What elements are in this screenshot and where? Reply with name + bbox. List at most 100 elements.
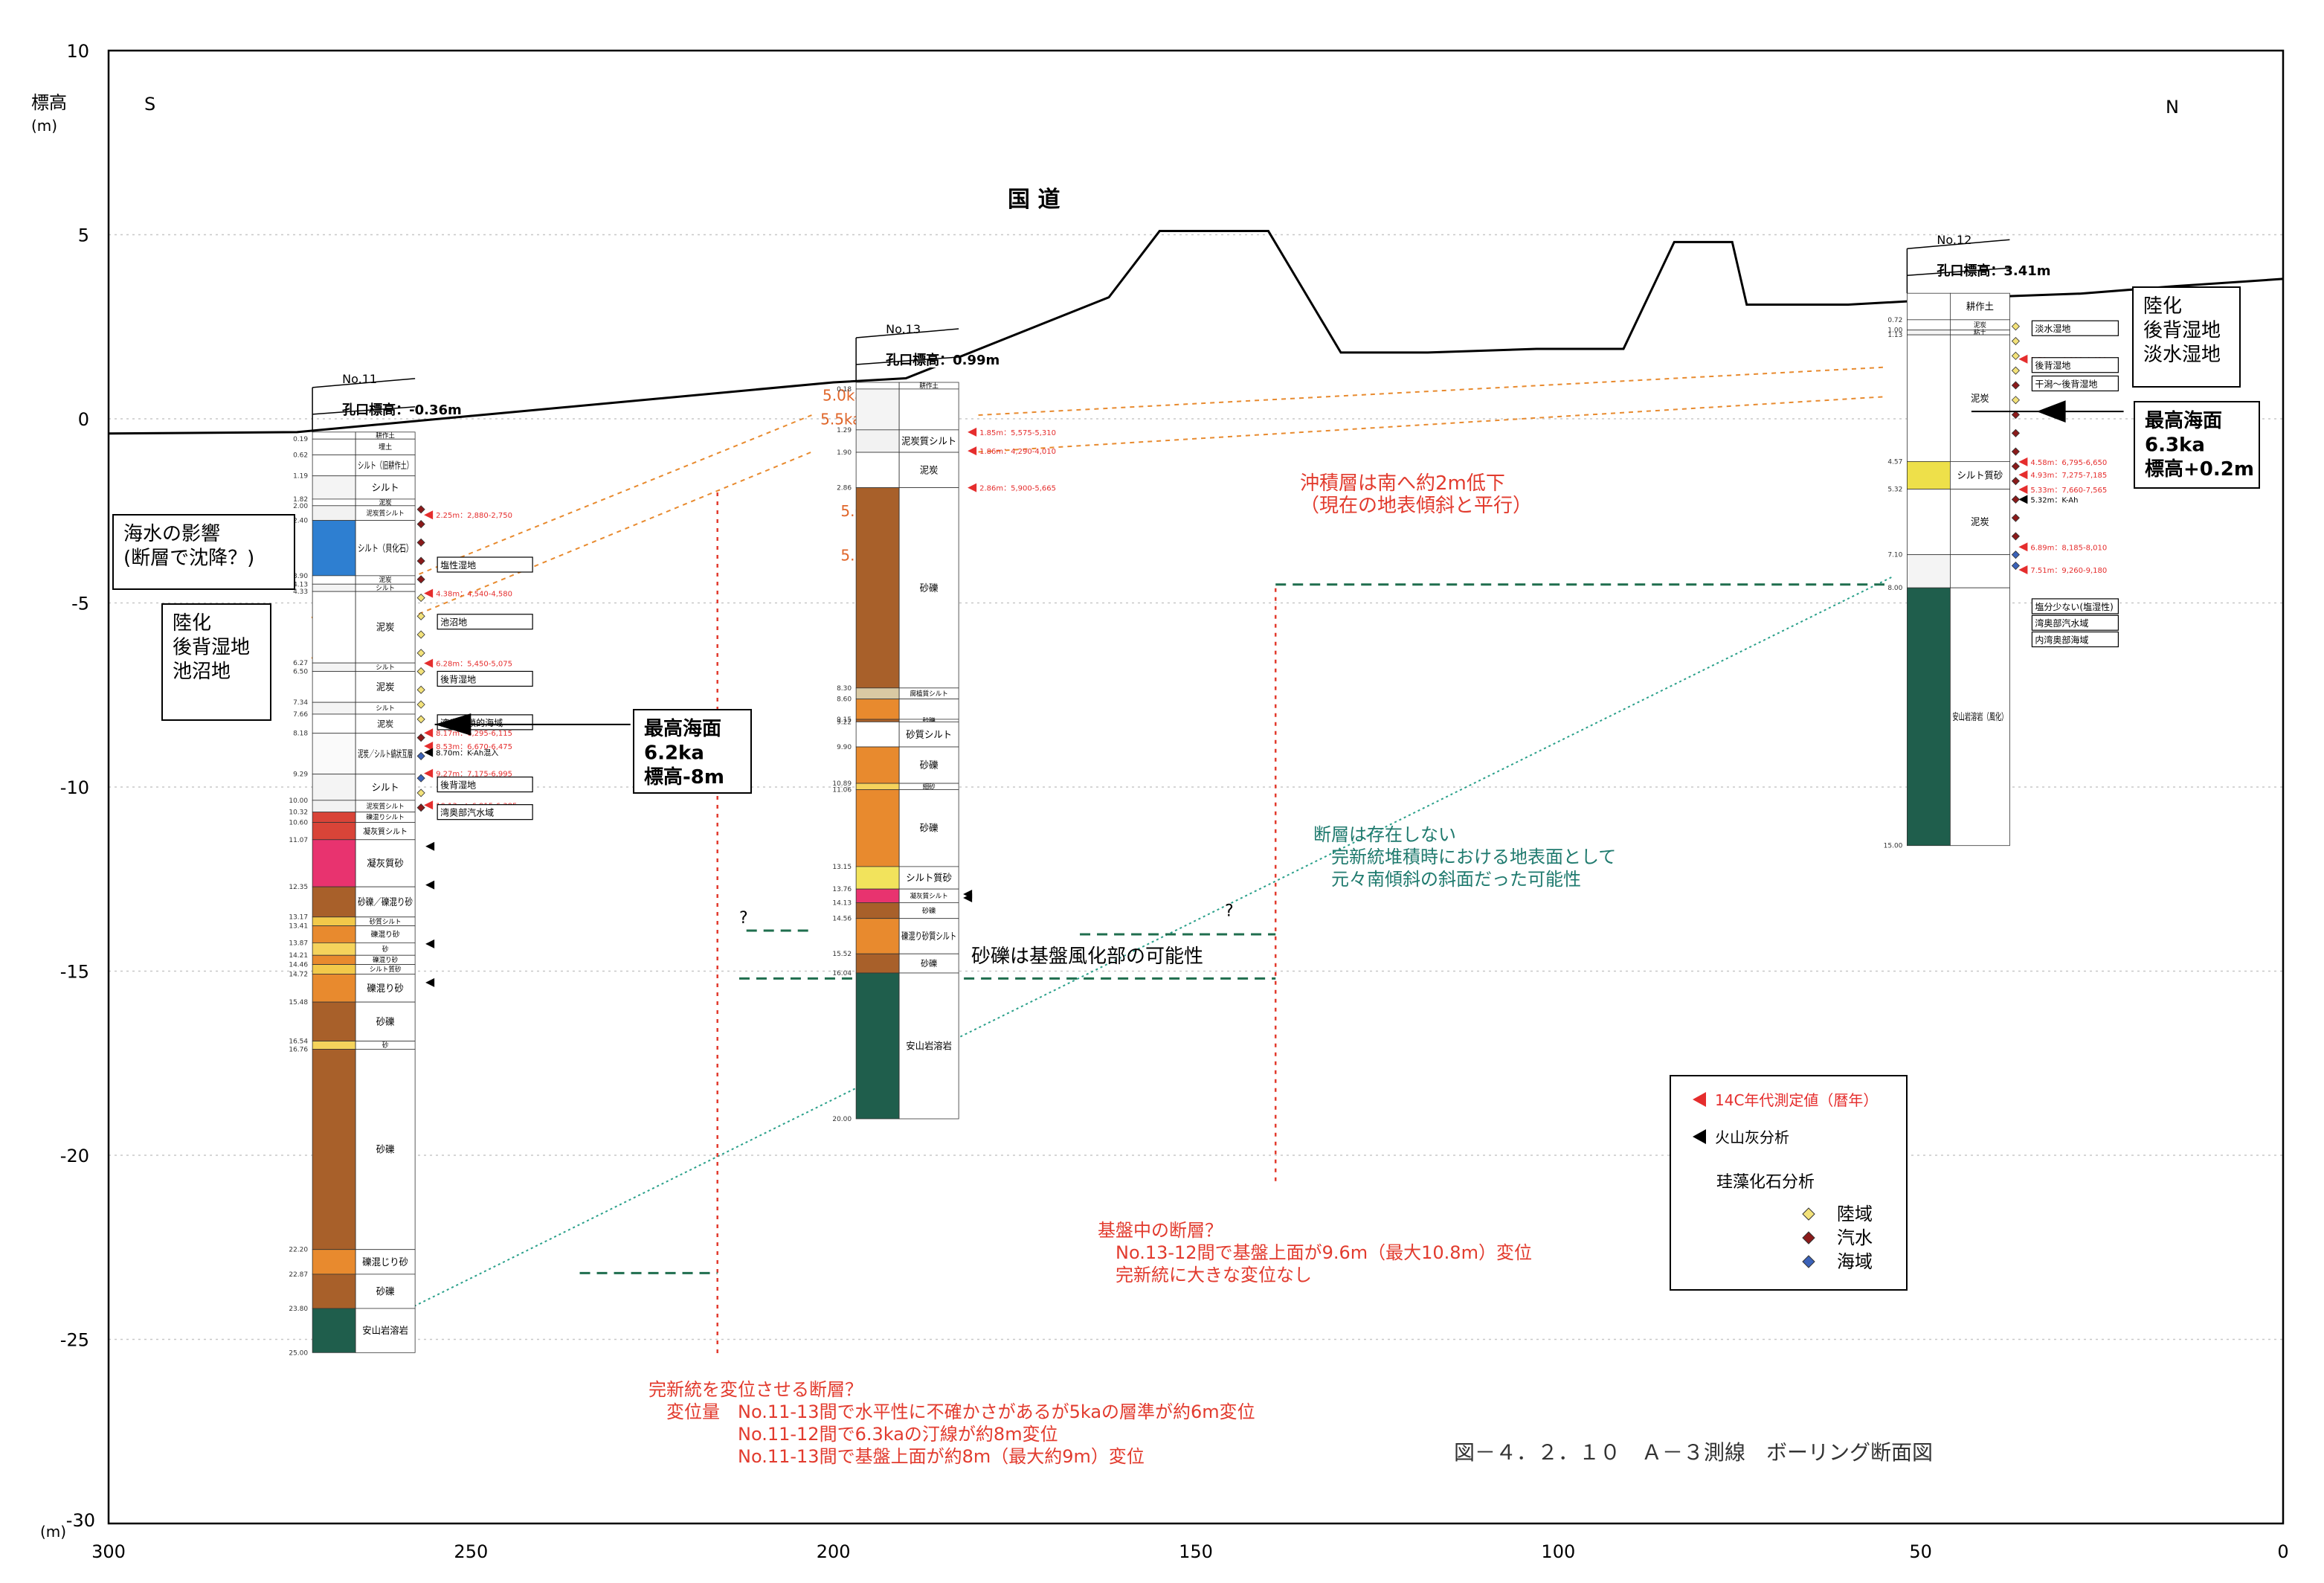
- strata-column-cell: [855, 687, 900, 700]
- depth-value: 16.54: [289, 1038, 308, 1046]
- strata-name: シルト（旧耕作土）: [358, 460, 413, 471]
- environment-label: 淡水湿地: [2035, 323, 2070, 334]
- depth-value: 4.13: [293, 581, 308, 588]
- basement-fault-note: 基盤中の断層？ No.13-12間で基盤上面が9.6m（最大10.8m）変位 完…: [1098, 1220, 1532, 1285]
- environment-box: [2031, 375, 2119, 392]
- legend-diatom-brackish-marker: [1802, 1231, 1815, 1245]
- diatom-marker: [416, 594, 425, 603]
- strata-column-cell: [312, 701, 356, 715]
- c14-marker: [424, 768, 434, 778]
- strata-column-cell: [312, 822, 356, 841]
- c14-marker: [2018, 485, 2028, 495]
- strata-name: 泥炭: [376, 623, 395, 634]
- c14-marker: [424, 728, 434, 738]
- environment-box: [2031, 357, 2119, 373]
- legend-diatom-land-label: 陸域: [1837, 1204, 1873, 1224]
- diatom-marker: [2011, 532, 2020, 541]
- environment-box: [2031, 614, 2119, 631]
- depth-value: 10.60: [289, 820, 308, 827]
- legend-ash-marker: [1693, 1129, 1706, 1144]
- strata-label-cell: [355, 839, 416, 887]
- strata-name: 耕作土: [376, 431, 395, 440]
- borehole-id: No.11: [342, 372, 377, 386]
- ka55-line-right: [978, 396, 1884, 453]
- strata-name: 砂礫: [920, 582, 939, 594]
- depth-value: 2.40: [293, 518, 308, 525]
- environment-label: 後背湿地: [2035, 360, 2070, 371]
- elev-label-bg: [312, 396, 416, 417]
- strata-column-cell: [1906, 587, 1951, 847]
- strata-name: 砂質シルト: [906, 730, 952, 741]
- strata-label-cell: [898, 953, 959, 974]
- diatom-marker: [416, 789, 425, 797]
- y-axis: 10 5 0 -5 -10 -15 -20 -25 -30: [60, 41, 95, 1531]
- strata-column-cell: [855, 388, 900, 431]
- y-tick-label: -5: [71, 594, 89, 614]
- depth-value: 8.18: [293, 731, 308, 738]
- strata-column-cell: [1906, 461, 1951, 489]
- environment-label: 塩性湿地: [440, 559, 476, 571]
- depth-value: 15.52: [832, 951, 852, 958]
- diatom-marker: [416, 538, 425, 547]
- date-label: 6.89m：8,185-8,010: [2030, 544, 2107, 552]
- strata-column-cell: [312, 575, 356, 585]
- strata-name: シルト質砂: [1957, 471, 2003, 482]
- strata-name: 砂質シルト: [370, 917, 402, 926]
- gravel-base-note: 砂礫は基盤風化部の可能性: [971, 945, 1203, 968]
- environment-label: 干潟～後背湿地: [2035, 378, 2097, 389]
- depth-value: 9.22: [837, 719, 852, 726]
- date-label: 1.85m：5,575-5,310: [979, 429, 1056, 437]
- strata-column-cell: [312, 498, 356, 507]
- max-sea-note-12: 最高海面 6.3ka 標高+0.2m: [2145, 409, 2254, 481]
- strata-label-cell: [898, 972, 959, 1120]
- boreholes: No.11 孔口標高：-0.36m 耕作土 0.19 埋土 0.62 シルト（旧耕作土） 1.…: [289, 233, 2050, 1357]
- strata-name: 礫混り砂: [367, 983, 403, 995]
- strata-label-cell: [898, 866, 959, 890]
- depth-value: 13.17: [289, 914, 308, 922]
- strata-column-cell: [312, 1308, 356, 1353]
- strata-column-cell: [312, 800, 356, 813]
- x-axis: 300 250 200 150 100 50 0: [91, 1541, 2289, 1562]
- strata-column-cell: [1906, 554, 1951, 588]
- y-tick-label: -20: [60, 1146, 89, 1166]
- strata-label-cell: [1949, 554, 2010, 588]
- depth-value: 13.76: [832, 886, 852, 893]
- strata-label-cell: [898, 388, 959, 431]
- strata-column-cell: [312, 812, 356, 823]
- strata-name: シルト質砂: [370, 965, 402, 974]
- date-label: 7.51m：9,260-9,180: [2030, 567, 2107, 575]
- x-tick-label: 300: [91, 1541, 126, 1562]
- strata-name: 泥炭: [379, 499, 392, 507]
- strata-name: 砂礫: [920, 760, 939, 771]
- depth-value: 8.00: [1887, 585, 1902, 592]
- elev-leader: [856, 356, 959, 365]
- elev-label-bg: [856, 346, 959, 367]
- environment-box: [437, 804, 533, 821]
- depth-value: 10.00: [289, 797, 308, 805]
- date-label: 4.58m：6,795-6,650: [2030, 459, 2107, 467]
- strata-column-cell: [855, 382, 900, 390]
- diatom-marker: [2011, 550, 2020, 559]
- x-tick-label: 50: [1909, 1541, 1932, 1562]
- environment-box: [2031, 598, 2119, 614]
- environment-box: [2031, 320, 2119, 336]
- depth-value: 22.20: [289, 1247, 308, 1254]
- strata-name: 泥炭質シルト: [366, 802, 404, 811]
- legend-diatom-land-marker: [1802, 1207, 1815, 1221]
- date-label: 4.93m：7,275-7,185: [2030, 472, 2107, 480]
- strata-name: シルト: [372, 783, 399, 794]
- annotations: 2.25m：2,880-2,750 4.38m：4,540-4,580 6.28m：…: [112, 286, 2260, 1467]
- borehole-No11: No.11 孔口標高：-0.36m 耕作土 0.19 埋土 0.62 シルト（旧耕作土） 1.…: [289, 372, 461, 1357]
- alluvium-note: 沖積層は南へ約2m低下（現在の地表傾斜と平行）: [1300, 472, 1532, 517]
- depth-value: 7.10: [1887, 552, 1902, 559]
- depth-value: 7.34: [293, 699, 308, 707]
- y-tick-label: 10: [66, 41, 89, 62]
- strata-name: 砂礫: [921, 958, 937, 969]
- strata-column-cell: [855, 953, 900, 974]
- depth-value: 14.21: [289, 952, 308, 960]
- strata-name: 泥炭: [376, 682, 395, 693]
- diatom-marker: [2011, 396, 2020, 405]
- ash-marker: [425, 880, 435, 890]
- legend-c14-marker: [1693, 1092, 1706, 1107]
- strata-name: 砂礫／礫混り砂: [358, 896, 413, 908]
